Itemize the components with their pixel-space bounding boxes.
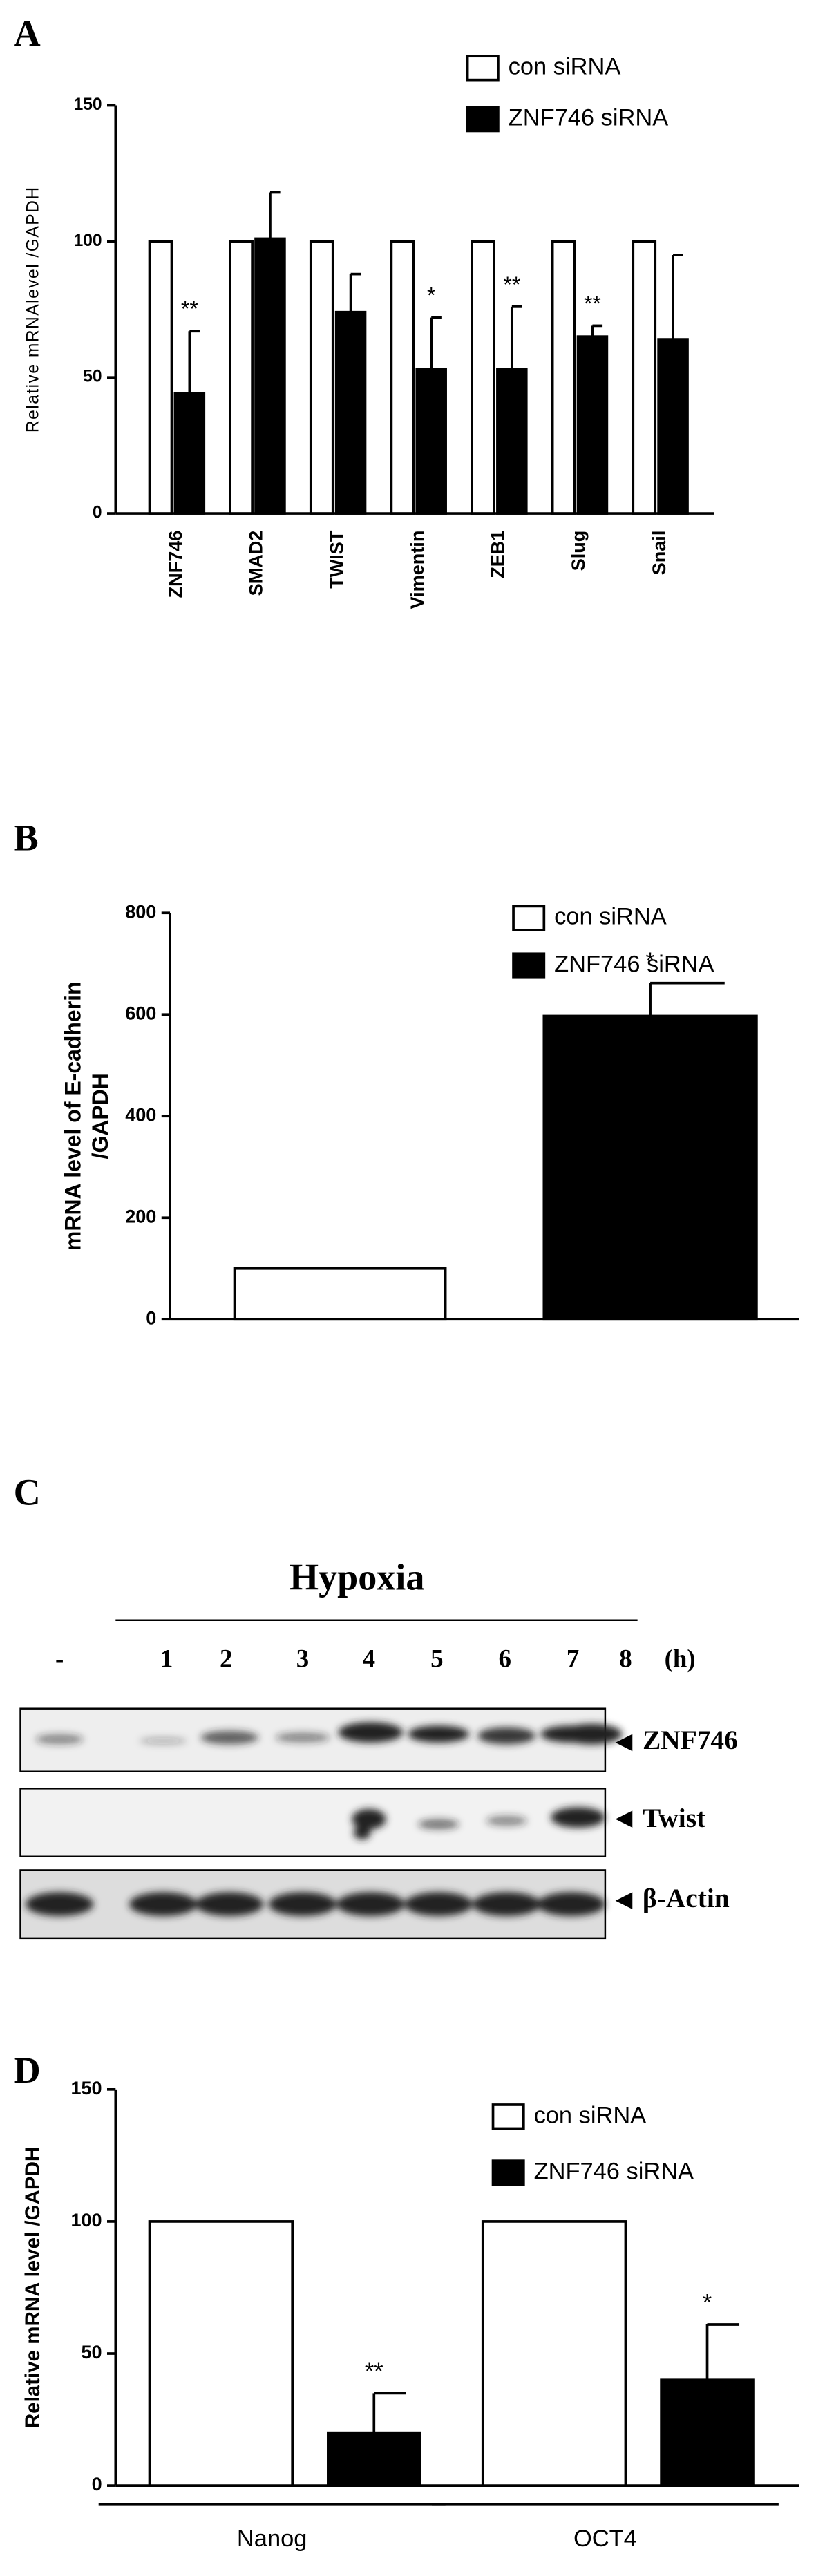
row-label: Twist: [643, 1803, 705, 1833]
bar: [254, 237, 286, 515]
x-tick-label: Snail: [649, 531, 670, 576]
y-tick-label: 200: [125, 1206, 156, 1227]
y-tick-label: 100: [70, 2210, 102, 2231]
y-tick-label: 400: [125, 1104, 156, 1125]
legend-swatch: [466, 55, 500, 82]
bar: [233, 1267, 447, 1321]
bar: [481, 2220, 627, 2487]
significance: **: [365, 2358, 383, 2385]
lane-label: 3: [296, 1644, 309, 1672]
bar: [551, 240, 576, 515]
legend-swatch: [512, 952, 546, 979]
bar: [660, 2378, 755, 2487]
row-label: ZNF746: [643, 1725, 738, 1755]
y-tick-label: 800: [125, 901, 156, 922]
x-tick-label: Slug: [568, 531, 589, 571]
x-tick-label: OCT4: [573, 2526, 637, 2552]
bar: [173, 392, 206, 515]
panel-label: D: [14, 2049, 41, 2091]
y-tick-label: 150: [70, 2078, 102, 2099]
lane-label: 7: [567, 1644, 579, 1672]
legend-swatch: [491, 2103, 525, 2130]
lane-label: 2: [220, 1644, 232, 1672]
legend-label: ZNF746 siRNA: [534, 2158, 694, 2184]
y-axis-label: mRNA level of E-cadherin: [61, 981, 86, 1251]
significance: **: [181, 296, 198, 321]
lane-label: 4: [363, 1644, 375, 1672]
significance: **: [584, 291, 601, 316]
legend-swatch: [491, 2159, 525, 2186]
bar: [334, 310, 367, 515]
significance: *: [645, 948, 654, 974]
bar: [148, 2220, 294, 2487]
legend-label: con siRNA: [534, 2102, 647, 2128]
x-tick-label: SMAD2: [246, 531, 267, 596]
condition-label: Hypoxia: [290, 1557, 424, 1598]
significance: **: [503, 272, 520, 297]
y-axis-label: Relative mRNAlevel /GAPDH: [24, 186, 43, 433]
legend-label: ZNF746 siRNA: [554, 951, 714, 978]
legend-label: con siRNA: [554, 904, 667, 930]
panel-label: A: [14, 13, 41, 55]
legend-swatch: [466, 106, 500, 133]
bands: [25, 1722, 623, 1916]
row-label: β-Actin: [643, 1883, 730, 1913]
bar: [657, 338, 689, 515]
bar: [576, 335, 609, 515]
x-tick-label: TWIST: [326, 530, 347, 589]
y-tick-label: 150: [74, 95, 102, 114]
y-axis-label: /GAPDH: [88, 1073, 113, 1159]
y-tick-label: 50: [83, 368, 102, 386]
y-tick-label: 50: [82, 2342, 102, 2362]
panel-label: C: [14, 1472, 41, 1513]
legend-label: con siRNA: [509, 54, 621, 80]
significance: *: [703, 2290, 712, 2316]
y-tick-label: 600: [125, 1003, 156, 1023]
arrowheads: [615, 1734, 633, 1910]
blot-panel: C Hypoxia - 1 2 3 4 5 6 7 8 (h): [14, 1472, 738, 1940]
panel-label: B: [14, 817, 39, 858]
bar: [309, 240, 334, 515]
x-tick-label: Nanog: [237, 2526, 307, 2552]
legend-swatch: [512, 905, 546, 931]
y-tick-label: 0: [93, 504, 102, 522]
legend-label: ZNF746 siRNA: [509, 104, 669, 131]
x-tick-label: Vimentin: [407, 531, 428, 609]
y-tick-label: 0: [146, 1307, 156, 1328]
bar: [542, 1014, 758, 1321]
y-tick-label: 0: [92, 2474, 102, 2494]
lane-label: -: [55, 1644, 64, 1672]
bar: [327, 2431, 421, 2487]
lane-label: 1: [160, 1644, 173, 1672]
lane-label: 6: [499, 1644, 511, 1672]
x-tick-label: ZNF746: [165, 531, 186, 598]
unit-label: (h): [665, 1644, 696, 1673]
lane-label: 5: [430, 1644, 443, 1672]
y-axis-label: Relative mRNA level /GAPDH: [21, 2147, 44, 2428]
bar: [471, 240, 495, 515]
y-tick-label: 100: [74, 231, 102, 250]
bar: [496, 368, 528, 515]
bar: [415, 368, 447, 515]
lane-label: 8: [619, 1644, 632, 1672]
bar: [229, 240, 254, 515]
bar: [390, 240, 415, 515]
bar: [148, 240, 173, 515]
bar: [632, 240, 657, 515]
significance: *: [427, 283, 435, 308]
x-tick-label: ZEB1: [488, 531, 509, 578]
